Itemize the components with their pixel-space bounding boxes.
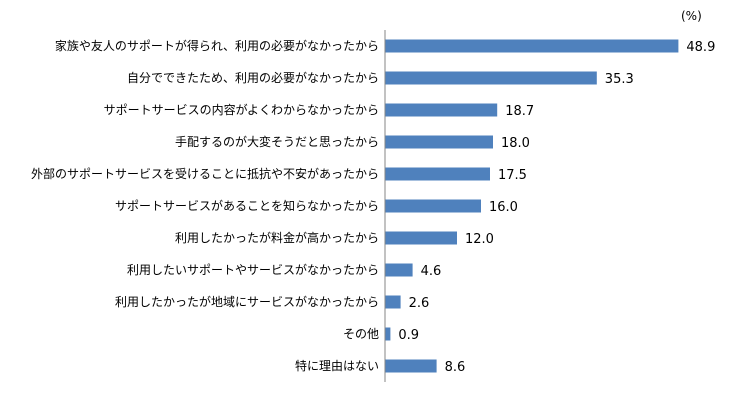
category-label-5: 外部のサポートサービスを受けることに抵抗や不安があったから <box>31 166 379 181</box>
unit-label: (%) <box>681 9 702 23</box>
bar-5 <box>385 167 490 181</box>
bar-8 <box>385 263 413 277</box>
category-label-1: 家族や友人のサポートが得られ、利用の必要がなかったから <box>55 38 379 53</box>
category-label-4: 手配するのが大変そうだと思ったから <box>175 134 379 149</box>
bar-3 <box>385 103 498 117</box>
bar-9 <box>385 295 401 309</box>
bar-6 <box>385 199 481 213</box>
bars-layer <box>385 39 679 373</box>
value-label-1: 48.9 <box>686 40 715 55</box>
bar-1 <box>385 39 679 53</box>
category-label-2: 自分でできたため、利用の必要がなかったから <box>127 70 379 85</box>
category-label-10: その他 <box>343 327 379 341</box>
category-label-7: 利用したかったが料金が高かったから <box>175 230 379 245</box>
bar-2 <box>385 71 597 85</box>
value-label-9: 2.6 <box>409 296 430 311</box>
category-label-11: 特に理由はない <box>295 358 379 373</box>
value-label-4: 18.0 <box>501 136 530 151</box>
category-label-8: 利用したいサポートやサービスがなかったから <box>127 262 379 277</box>
value-labels-layer: 48.9 35.3 18.7 18.0 17.5 16.0 12.0 4.6 2.6 0.9 8.6 <box>398 40 715 375</box>
value-label-5: 17.5 <box>498 168 527 183</box>
value-label-3: 18.7 <box>505 104 534 119</box>
bar-7 <box>385 231 457 245</box>
value-label-7: 12.0 <box>465 232 494 247</box>
bar-10 <box>385 327 391 341</box>
value-label-2: 35.3 <box>605 72 634 87</box>
category-labels-layer: 家族や友人のサポートが得られ、利用の必要がなかったから自分でできたため、利用の必… <box>31 38 379 373</box>
bar-11 <box>385 359 437 373</box>
value-label-10: 0.9 <box>398 328 419 343</box>
value-label-8: 4.6 <box>421 264 442 279</box>
category-label-6: サポートサービスがあることを知らなかったから <box>115 198 379 213</box>
category-label-3: サポートサービスの内容がよくわからなかったから <box>104 102 379 117</box>
value-label-6: 16.0 <box>489 200 518 215</box>
bar-4 <box>385 135 493 149</box>
category-label-9: 利用したかったが地域にサービスがなかったから <box>115 294 379 309</box>
value-label-11: 8.6 <box>445 360 466 375</box>
